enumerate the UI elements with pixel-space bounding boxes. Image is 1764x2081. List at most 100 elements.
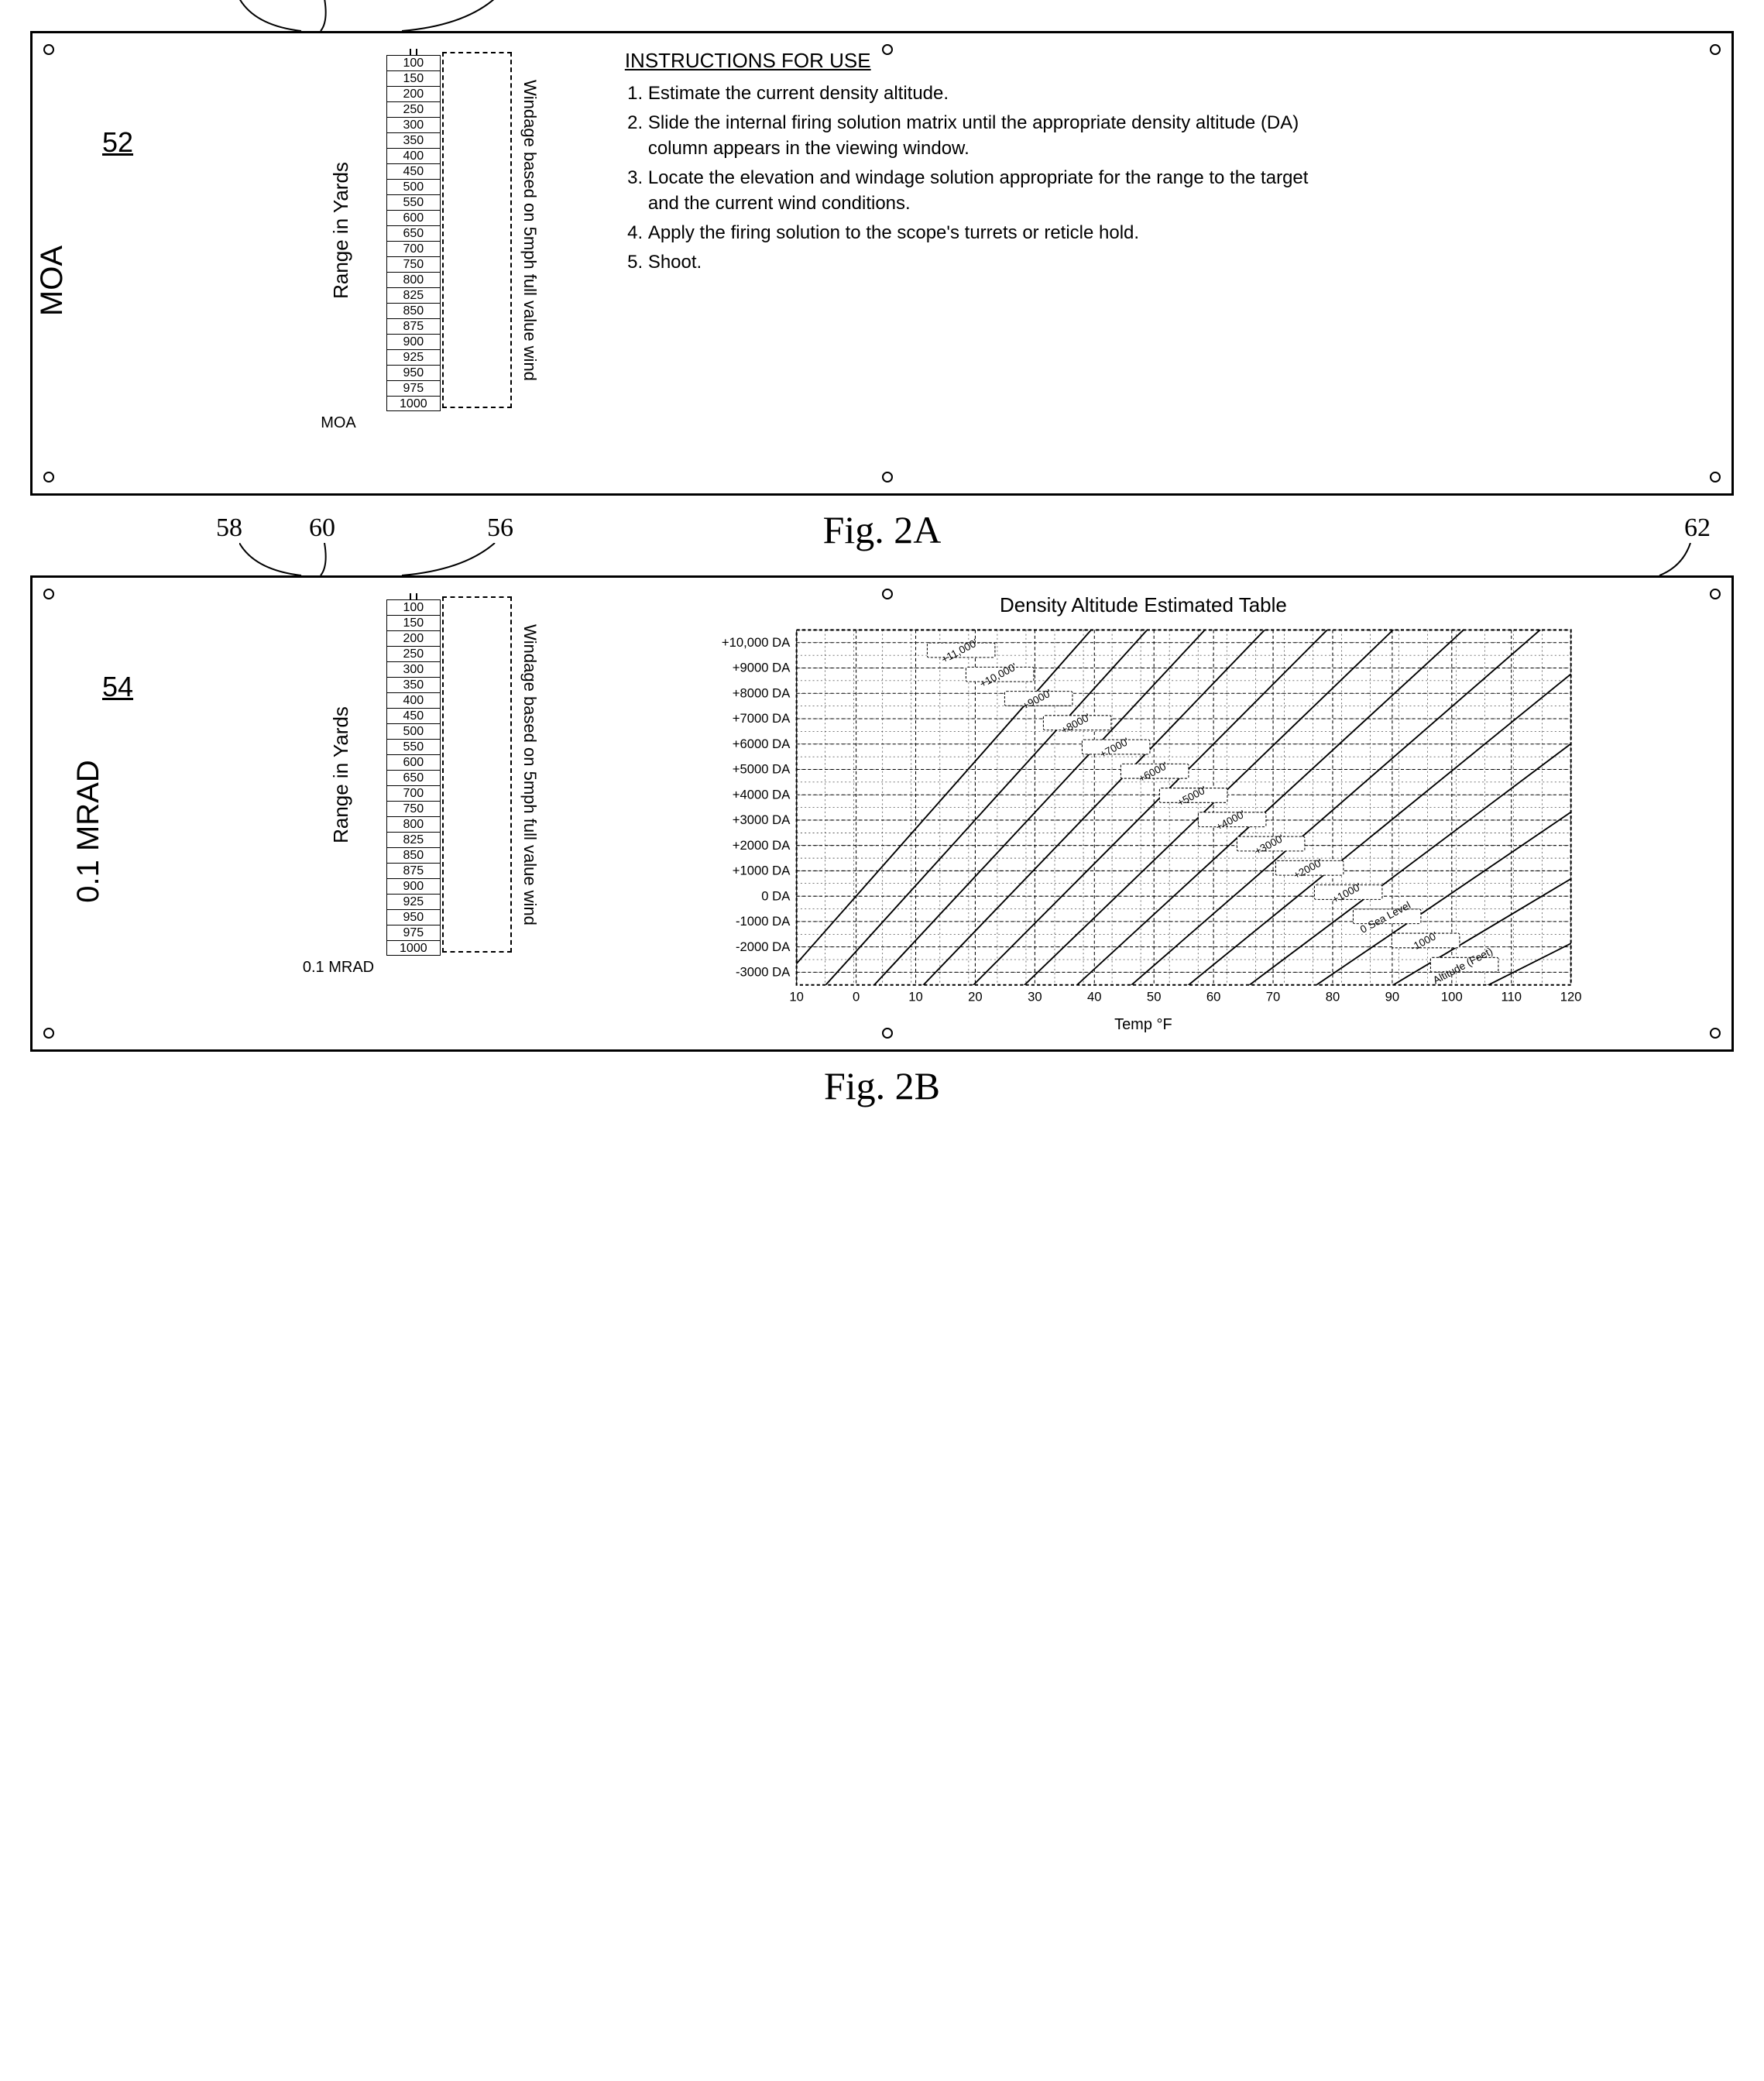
range-label: Range in Yards	[329, 162, 353, 299]
windage-label: Windage based on 5mph full value wind	[520, 624, 540, 925]
range-cell: 350	[386, 677, 441, 692]
instruction-item: Shoot.	[648, 249, 1322, 276]
range-cell: 450	[386, 708, 441, 723]
instruction-item: Estimate the current density altitude.	[648, 81, 1322, 107]
svg-text:80: 80	[1326, 990, 1340, 1004]
chart-title: Density Altitude Estimated Table	[578, 593, 1708, 617]
range-cell: 200	[386, 630, 441, 646]
range-cell: 950	[386, 909, 441, 925]
range-cell: 875	[386, 863, 441, 878]
svg-text:110: 110	[1501, 990, 1522, 1004]
svg-text:+5000 DA: +5000 DA	[733, 762, 791, 777]
range-cell: 550	[386, 739, 441, 754]
svg-text:+4000 DA: +4000 DA	[733, 787, 791, 802]
instruction-item: Apply the firing solution to the scope's…	[648, 220, 1322, 246]
range-cell: 200	[386, 86, 441, 101]
range-cell: 750	[386, 256, 441, 272]
screw-icon	[43, 1028, 54, 1039]
screw-icon	[43, 44, 54, 55]
range-cell: 250	[386, 101, 441, 117]
range-cell: 800	[386, 272, 441, 287]
range-cell: 750	[386, 801, 441, 816]
instructions-block: INSTRUCTIONS FOR USE Estimate the curren…	[625, 49, 1322, 478]
screw-icon	[1710, 472, 1721, 482]
range-cell: 600	[386, 754, 441, 770]
svg-text:-3000 DA: -3000 DA	[736, 965, 791, 980]
screw-icon	[882, 1028, 893, 1039]
da-chart-svg: +10,000 DA+9000 DA+8000 DA+7000 DA+6000 …	[578, 622, 1708, 1009]
svg-text:+8000': +8000'	[1059, 711, 1092, 736]
callout-60: 60	[309, 513, 335, 543]
callout-56: 56	[487, 513, 513, 543]
svg-text:+2000 DA: +2000 DA	[733, 838, 791, 853]
range-cell: 150	[386, 615, 441, 630]
range-cell: 300	[386, 117, 441, 132]
range-cell: 250	[386, 646, 441, 661]
svg-text:40: 40	[1087, 990, 1102, 1004]
viewing-window	[442, 596, 512, 953]
svg-text:0: 0	[853, 990, 860, 1004]
svg-text:50: 50	[1147, 990, 1162, 1004]
unit-label: 0.1 MRAD	[71, 760, 106, 903]
svg-text:90: 90	[1385, 990, 1399, 1004]
screw-icon	[43, 472, 54, 482]
svg-text:+1000 DA: +1000 DA	[733, 864, 791, 878]
instruction-item: Locate the elevation and windage solutio…	[648, 165, 1322, 217]
range-cell: 975	[386, 380, 441, 396]
svg-text:10: 10	[908, 990, 923, 1004]
svg-text:60: 60	[1206, 990, 1221, 1004]
svg-text:+4000': +4000'	[1213, 808, 1247, 833]
range-cell: 975	[386, 925, 441, 940]
svg-text:-2000 DA: -2000 DA	[736, 939, 791, 954]
instructions-list: Estimate the current density altitude.Sl…	[648, 81, 1322, 275]
svg-text:+8000 DA: +8000 DA	[733, 685, 791, 700]
range-cell: 700	[386, 241, 441, 256]
svg-text:+10,000 DA: +10,000 DA	[722, 635, 791, 650]
svg-text:+3000': +3000'	[1252, 833, 1285, 857]
svg-text:10: 10	[789, 990, 804, 1004]
range-cell: 600	[386, 210, 441, 225]
windage-label: Windage based on 5mph full value wind	[520, 80, 540, 381]
svg-text:+7000 DA: +7000 DA	[733, 711, 791, 726]
svg-text:+5000': +5000'	[1175, 784, 1208, 809]
screw-icon	[1710, 589, 1721, 599]
chart-x-label: Temp °F	[578, 1016, 1708, 1034]
range-cell: 950	[386, 365, 441, 380]
range-cell: 900	[386, 878, 441, 894]
range-cell: 500	[386, 179, 441, 194]
screw-icon	[43, 589, 54, 599]
svg-text:70: 70	[1266, 990, 1281, 1004]
svg-text:+3000 DA: +3000 DA	[733, 812, 791, 827]
panel-2b: 0.1 MRAD 54 Range in Yards 1001502002503…	[30, 575, 1734, 1052]
screw-icon	[882, 472, 893, 482]
range-cell: 1000	[386, 396, 441, 411]
callouts-2a: 58 60 56	[30, 0, 1734, 31]
range-cell: 825	[386, 287, 441, 303]
screw-icon	[882, 44, 893, 55]
panel-2a: MOA 52 Range in Yards 100150200250300350…	[30, 31, 1734, 496]
range-cell: 650	[386, 770, 441, 785]
range-cell: 500	[386, 723, 441, 739]
svg-text:100: 100	[1441, 990, 1463, 1004]
range-cell: 450	[386, 163, 441, 179]
da-chart: Density Altitude Estimated Table +10,000…	[578, 593, 1708, 1034]
svg-text:+6000': +6000'	[1136, 760, 1169, 785]
range-cell: 400	[386, 148, 441, 163]
range-label: Range in Yards	[329, 706, 353, 843]
screw-icon	[1710, 44, 1721, 55]
range-cell: 900	[386, 334, 441, 349]
instructions-title: INSTRUCTIONS FOR USE	[625, 49, 1322, 73]
range-cell: 700	[386, 785, 441, 801]
screw-icon	[882, 589, 893, 599]
unit-below: 0.1 MRAD	[273, 959, 404, 977]
range-cell: 650	[386, 225, 441, 241]
notch-icon	[386, 49, 441, 55]
svg-text:+1000': +1000'	[1330, 881, 1363, 905]
callouts-2b: 58 60 56 62	[30, 513, 1734, 575]
svg-text:+9000 DA: +9000 DA	[733, 661, 791, 675]
range-cell: 150	[386, 70, 441, 86]
notch-icon	[386, 593, 441, 599]
figure-caption: Fig. 2B	[30, 1063, 1734, 1108]
unit-label: MOA	[35, 246, 70, 316]
range-column: 1001502002503003504004505005506006507007…	[386, 55, 441, 411]
